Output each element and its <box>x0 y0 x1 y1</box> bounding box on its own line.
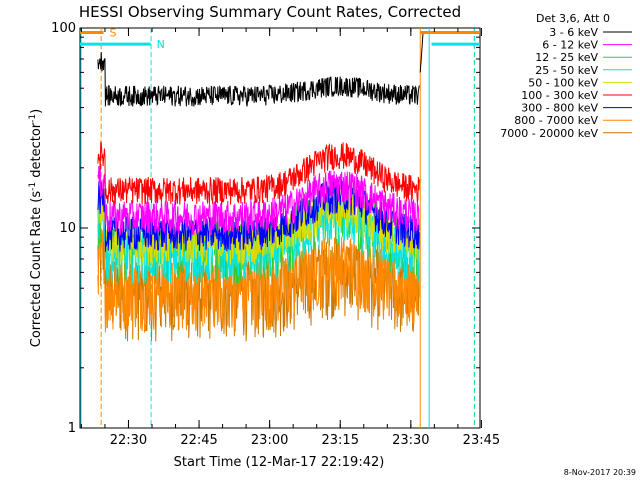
x-tick-label: 22:45 <box>180 433 217 448</box>
legend-entry-label: 12 - 25 keV <box>535 51 598 64</box>
series-line-6-12-kev <box>97 164 420 236</box>
legend-entry-label: 100 - 300 keV <box>521 89 598 102</box>
legend-title: Det 3,6, Att 0 <box>536 12 610 25</box>
marker-bars: SN <box>80 26 480 51</box>
x-tick-label: 23:45 <box>463 433 500 448</box>
x-tick-label: 23:15 <box>322 433 359 448</box>
y-axis-label-mid: detector <box>29 122 44 182</box>
x-tick-label: 23:30 <box>392 433 429 448</box>
series-tail <box>419 32 424 73</box>
y-tick-label: 10 <box>59 221 76 236</box>
y-tick-label: 100 <box>51 21 76 36</box>
legend-entry-label: 7000 - 20000 keV <box>500 127 598 140</box>
x-axis-label: Start Time (12-Mar-17 22:19:42) <box>174 455 385 470</box>
marker-label: N <box>157 38 165 51</box>
y-axis-label: Corrected Count Rate (s-1 detector-1) <box>28 109 44 347</box>
timestamp: 8-Nov-2017 20:39 <box>564 468 636 477</box>
axis-ticks: 22:30 22:45 23:00 23:15 23:30 23:45 1 10 100 <box>51 21 500 448</box>
series-layer <box>97 32 424 342</box>
chart-title: HESSI Observing Summary Count Rates, Cor… <box>79 3 461 21</box>
y-axis-label-sup1: -1 <box>28 182 38 191</box>
legend-entry-label: 50 - 100 keV <box>528 76 598 89</box>
series-line-300-800-kev <box>97 178 420 252</box>
legend-entry-label: 6 - 12 keV <box>542 39 598 52</box>
y-axis-label-end: ) <box>29 109 44 114</box>
x-tick-label: 23:00 <box>251 433 288 448</box>
series-line-100-300-kev <box>97 141 420 207</box>
legend-entry-label: 25 - 50 keV <box>535 64 598 77</box>
marker-label: S <box>110 26 117 39</box>
y-tick-label: 1 <box>68 421 76 436</box>
legend-entry-label: 3 - 6 keV <box>549 26 598 39</box>
series-line-3-6-kev <box>97 52 420 107</box>
x-tick-label: 22:30 <box>110 433 147 448</box>
legend-entry-label: 300 - 800 keV <box>521 102 598 115</box>
series-line-800-7000-kev <box>97 225 420 333</box>
y-axis-label-sup2: -1 <box>28 114 38 123</box>
y-axis-label-main: Corrected Count Rate (s <box>29 191 44 348</box>
legend-entry-label: 800 - 7000 keV <box>514 114 598 127</box>
